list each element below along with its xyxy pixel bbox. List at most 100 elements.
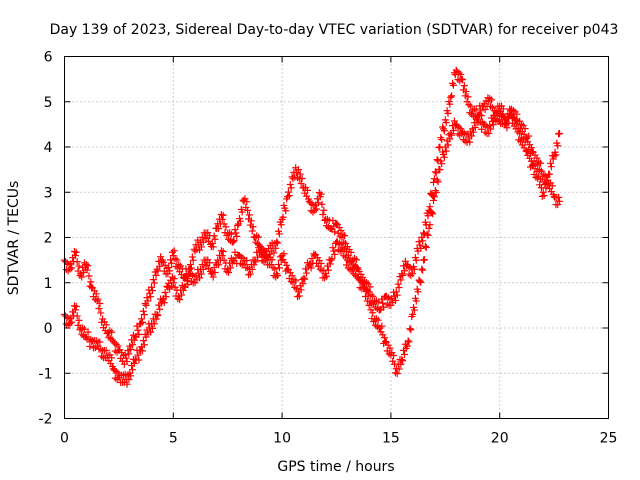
data-point-interp [549,155,557,163]
data-point-interp [129,366,136,374]
data-point-interp [166,267,174,275]
data-point-interp [341,245,349,253]
data-point-interp [208,240,216,248]
data-point [218,252,226,260]
data-point-interp [323,272,331,280]
data-point-interp [134,326,142,334]
data-points [61,66,564,388]
data-point-interp [282,207,290,215]
data-point-interp [426,203,434,211]
x-tick-label: 0 [60,431,69,447]
data-point-interp [78,273,86,281]
data-point-interp [469,128,477,136]
data-point [88,283,96,291]
y-tick-label: -1 [39,366,53,382]
data-point-interp [424,212,432,220]
data-point-interp [546,159,554,167]
data-point-interp [161,288,169,296]
data-point-interp [477,107,485,115]
data-point-interp [219,211,227,219]
y-tick-label: 5 [44,95,53,111]
data-point-interp [96,300,104,307]
chart-title: Day 139 of 2023, Sidereal Day-to-day VTE… [50,22,619,38]
data-point-interp [552,151,560,159]
data-point-interp [123,380,131,388]
data-point [430,193,438,201]
data-point-interp [405,338,413,346]
data-point-interp [167,256,175,264]
data-point-interp [444,109,452,117]
data-point-interp [533,154,541,162]
data-point-interp [72,303,80,311]
data-point [425,224,433,232]
data-point-interp [167,259,175,267]
data-point-interp [160,299,168,307]
data-point-interp [319,210,327,218]
data-point-interp [277,221,285,229]
data-point-interp [127,345,135,353]
data-point-interp [379,299,387,307]
data-point-interp [72,248,80,256]
data-point-interp [138,318,146,326]
data-point-interp [86,342,94,350]
data-point-interp [199,265,207,273]
data-point-interp [386,344,394,352]
data-point-interp [299,280,307,288]
data-point-interp [432,189,440,197]
data-point-interp [274,260,282,268]
data-point-interp [462,88,470,96]
data-point-interp [238,208,246,216]
data-point-interp [426,221,434,229]
y-tick-labels: -2 -1 0 1 2 3 4 5 6 [39,50,53,428]
data-point-interp [478,125,486,133]
data-point-interp [275,230,283,238]
data-point-interp [280,250,288,258]
data-point-interp [366,297,374,305]
data-point [392,288,400,296]
data-point-interp [347,248,355,256]
data-point-interp [468,132,476,140]
data-point-interp [331,250,339,258]
data-point-interp [150,320,158,328]
data-point-interp [297,179,305,187]
data-point-interp [359,279,367,287]
data-point-interp [313,205,321,213]
data-point-interp [149,276,157,284]
data-point-interp [147,293,155,301]
data-point-interp [219,247,227,255]
data-point [365,301,373,309]
data-point-interp [407,326,415,334]
data-point-interp [548,182,556,190]
data-point-interp [152,315,160,323]
data-point-interp [286,181,294,189]
data-point-interp [252,258,260,266]
data-point [556,129,564,137]
data-point-interp [75,316,83,324]
data-point-interp [331,228,339,236]
data-point-interp [378,322,386,330]
data-point [180,283,188,291]
data-point-interp [165,263,173,271]
data-point-interp [68,264,76,272]
data-point-interp [399,357,407,365]
data-point [409,310,417,318]
data-point-interp [170,275,178,283]
data-point-interp [406,325,414,333]
data-point-interp [243,257,251,265]
data-point-interp [493,112,501,120]
data-point-interp [418,265,426,273]
data-point-interp [102,321,110,329]
data-point-interp [187,264,195,272]
data-point-interp [246,270,254,278]
data-point-interp [97,309,105,317]
data-point-interp [108,328,116,336]
data-point-interp [162,293,170,301]
data-point-interp [438,160,446,168]
data-point [245,211,253,219]
data-point-interp [440,127,448,135]
data-point [153,310,161,318]
data-point-interp [449,81,457,89]
data-point-interp [148,324,156,332]
data-point-interp [543,173,551,181]
data-point-interp [527,144,535,152]
